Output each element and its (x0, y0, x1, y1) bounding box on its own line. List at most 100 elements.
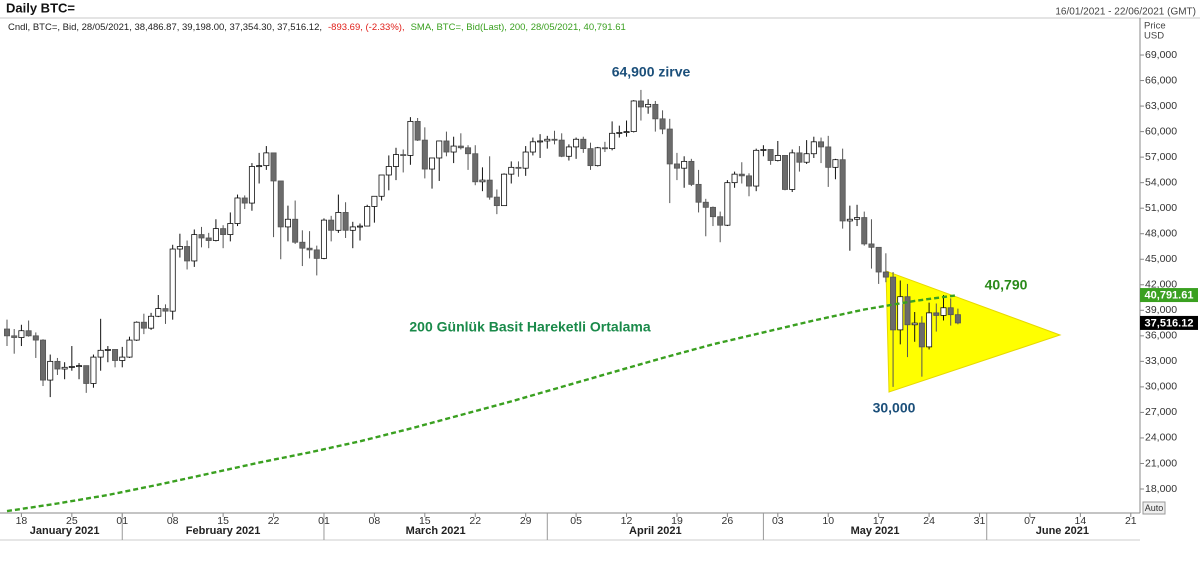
candle-body (83, 365, 90, 384)
candle-body (25, 330, 32, 337)
month-label: March 2021 (406, 525, 466, 537)
candle-body (378, 174, 385, 197)
candle-body (299, 241, 306, 249)
candle-body (637, 100, 644, 108)
candle-body (558, 139, 565, 157)
candle-body (32, 335, 39, 341)
y-tick-label: 63,000 (1145, 100, 1177, 112)
candle-body (414, 120, 421, 141)
y-tick-label: 39,000 (1145, 304, 1177, 316)
candle-body (954, 314, 961, 324)
candle-body (501, 173, 508, 207)
candle-body (587, 148, 594, 167)
annotation: 40,790 (985, 277, 1028, 293)
candle-body (508, 166, 515, 175)
y-tick-label: 69,000 (1145, 49, 1177, 61)
candle-body (745, 175, 752, 187)
annotation: 64,900 zirve (612, 64, 691, 80)
candle-body (393, 154, 400, 167)
candle-body (162, 308, 169, 312)
candle-body (320, 219, 327, 259)
candle-body (436, 140, 443, 159)
x-tick-label: 25 (66, 515, 78, 527)
candle-body (429, 157, 436, 170)
candle-body (90, 356, 97, 384)
candle-body (688, 160, 695, 185)
candle-body (457, 145, 464, 149)
candle-body (220, 228, 227, 235)
x-tick-label: 14 (1075, 515, 1087, 527)
x-tick-label: 22 (469, 515, 481, 527)
candle-body (702, 201, 709, 208)
candle-body (47, 360, 54, 381)
chart-title: Daily BTC= (6, 0, 75, 15)
candle-body (529, 141, 536, 153)
candle-body (198, 234, 205, 239)
candle-body (911, 322, 918, 326)
auto-button[interactable] (1142, 501, 1166, 515)
candle-body (609, 132, 616, 150)
candle-body (169, 248, 176, 312)
x-tick-label: 26 (722, 515, 734, 527)
x-tick-label: 08 (167, 515, 179, 527)
candle-body (623, 131, 630, 134)
candle-body (551, 138, 558, 141)
candle-body (191, 234, 198, 262)
candle-body (155, 308, 162, 317)
y-tick-label: 27,000 (1145, 406, 1177, 418)
candle-body (522, 151, 529, 169)
candle-body (493, 196, 500, 207)
legend-entry: -893.69, (-2.33%), (328, 22, 405, 33)
month-label: April 2021 (629, 525, 682, 537)
candle-body (133, 321, 140, 341)
candle-body (76, 365, 83, 368)
candle-body (356, 225, 363, 228)
month-label: February 2021 (186, 525, 261, 537)
candle-body (918, 322, 925, 348)
plot-area (4, 89, 961, 513)
candle-body (112, 349, 119, 361)
y-tick-label: 57,000 (1145, 151, 1177, 163)
x-tick-label: 22 (268, 515, 280, 527)
candle-body (825, 146, 832, 168)
candle-body (565, 146, 572, 157)
candle-body (904, 296, 911, 326)
y-tick-label: 21,000 (1145, 457, 1177, 469)
candle-body (313, 249, 320, 259)
candle-body (601, 147, 608, 150)
candle-body (450, 145, 457, 153)
candle-body (486, 179, 493, 198)
x-tick-label: 19 (671, 515, 683, 527)
candle-body (292, 218, 299, 243)
auto-button-label[interactable]: Auto (1145, 503, 1164, 513)
y-tick-label: 42,000 (1145, 279, 1177, 291)
candle-body (767, 149, 774, 161)
candle-body (926, 312, 933, 348)
candle-body (580, 138, 587, 150)
candle-body (205, 237, 212, 241)
y-tick-label: 24,000 (1145, 432, 1177, 444)
candle-body (68, 366, 75, 368)
candle-body (782, 155, 789, 190)
candle-body (212, 228, 219, 241)
candle-body (695, 183, 702, 203)
candle-body (306, 247, 313, 251)
candle-body (140, 321, 147, 329)
candle-body (97, 349, 104, 358)
candle-body (407, 120, 414, 156)
x-tick-label: 05 (570, 515, 582, 527)
candle-body (544, 138, 551, 142)
candle-body (681, 160, 688, 169)
sma-line (6, 293, 959, 513)
candle-body (839, 159, 846, 222)
x-tick-label: 07 (1024, 515, 1036, 527)
x-tick-label: 15 (419, 515, 431, 527)
price-tag-label: 37,516.12 (1145, 317, 1194, 329)
x-tick-label: 18 (16, 515, 28, 527)
candle-body (652, 103, 659, 120)
x-tick-label: 21 (1125, 515, 1137, 527)
x-tick-label: 24 (923, 515, 935, 527)
candle-body (947, 307, 954, 316)
x-tick-label: 15 (217, 515, 229, 527)
date-range: 16/01/2021 - 22/06/2021 (GMT) (1055, 7, 1196, 18)
